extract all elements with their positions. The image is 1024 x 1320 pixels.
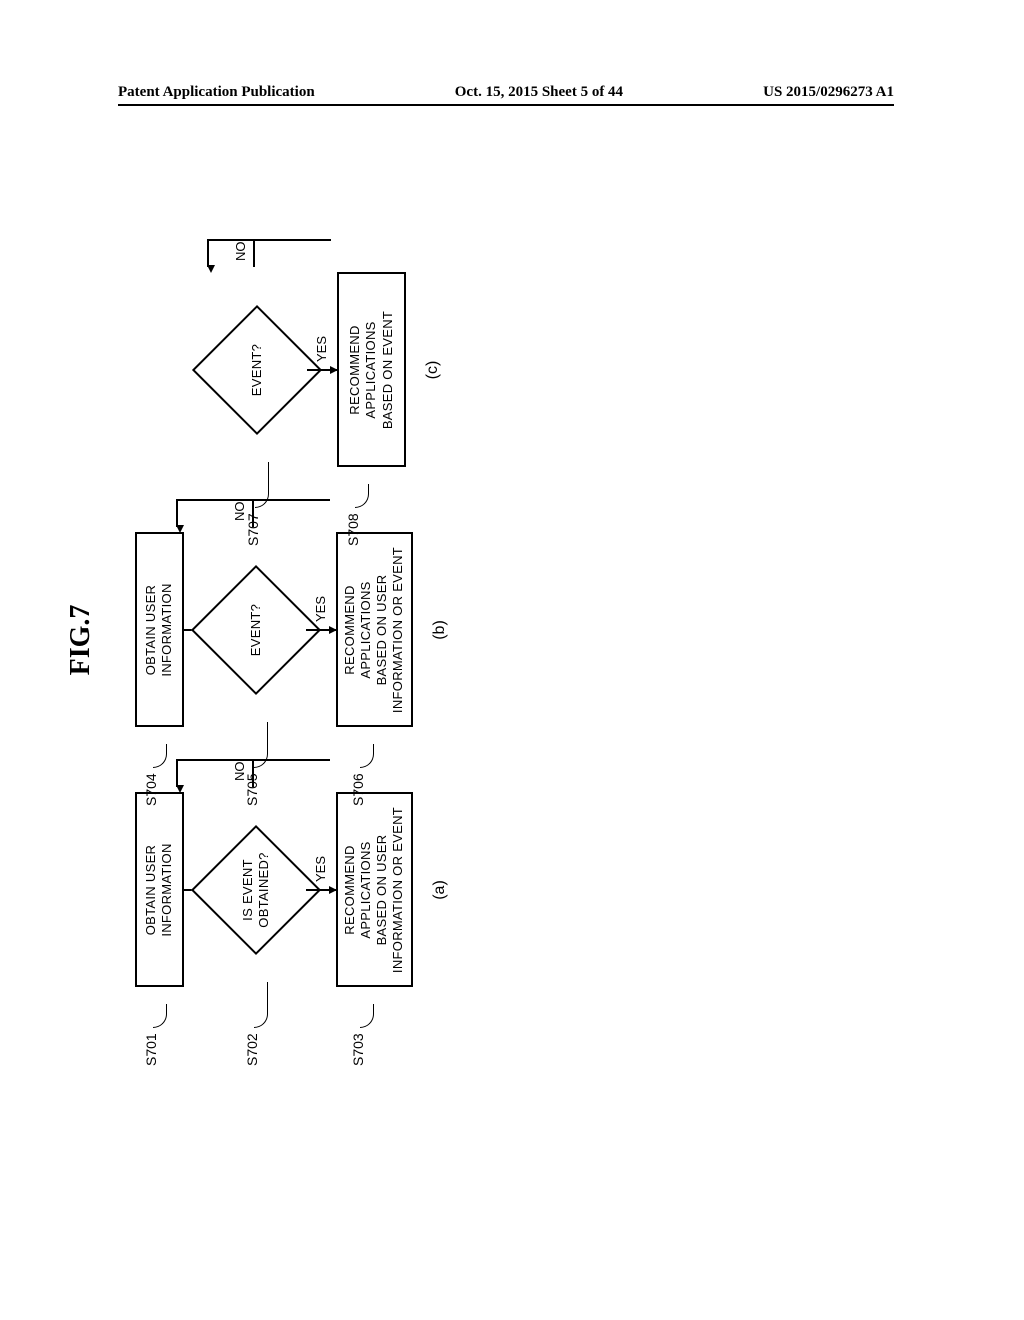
header-center: Oct. 15, 2015 Sheet 5 of 44 xyxy=(455,84,623,101)
yes-label: YES xyxy=(313,856,328,882)
flowchart-b: S704 OBTAIN USERINFORMATION S705 EVENT? … xyxy=(135,510,449,750)
ref-curve xyxy=(360,1004,374,1028)
decision-diamond-s702: IS EVENTOBTAINED? YES NO xyxy=(206,825,306,955)
step-ref-s702: S702 xyxy=(244,1033,260,1066)
figure-area: FIG.7 S701 OBTAIN USERINFORMATION S702 I… xyxy=(55,250,955,1030)
figure-title: FIG.7 xyxy=(65,605,97,676)
arrow-down xyxy=(307,369,337,371)
ref-curve xyxy=(360,744,374,768)
page-header: Patent Application Publication Oct. 15, … xyxy=(118,84,894,106)
sublabel-c: (c) xyxy=(424,250,442,490)
process-box-s706: RECOMMEND APPLICATIONSBASED ON USERINFOR… xyxy=(336,533,413,728)
diamond-label: EVENT? xyxy=(206,565,306,695)
decision-diamond-s707: EVENT? YES NO xyxy=(207,305,307,435)
ref-curve xyxy=(254,982,268,1028)
ref-curve xyxy=(355,484,369,508)
process-box-s701: OBTAIN USERINFORMATION xyxy=(135,793,184,988)
process-box-s704: OBTAIN USERINFORMATION xyxy=(135,533,184,728)
process-box-s703: RECOMMEND APPLICATIONSBASED ON USERINFOR… xyxy=(336,793,413,988)
flowchart-a: S701 OBTAIN USERINFORMATION S702 IS EVEN… xyxy=(135,770,449,1010)
sublabel-b: (b) xyxy=(431,510,449,750)
flowchart-c: S707 EVENT? YES NO S708 RECOMMEND APPLIC… xyxy=(135,250,442,490)
arrow-down xyxy=(306,629,336,631)
process-box-s708: RECOMMEND APPLICATIONSBASED ON EVENT xyxy=(337,273,406,468)
ref-curve xyxy=(254,722,268,768)
decision-diamond-s705: EVENT? YES NO xyxy=(206,565,306,695)
ref-curve xyxy=(153,1004,167,1028)
arrow-down xyxy=(306,889,336,891)
header-right: US 2015/0296273 A1 xyxy=(763,84,894,101)
header-left: Patent Application Publication xyxy=(118,84,315,101)
no-label: NO xyxy=(233,242,248,262)
step-ref-s708: S708 xyxy=(345,513,361,546)
step-ref-s703: S703 xyxy=(350,1033,366,1066)
step-ref-s701: S701 xyxy=(143,1033,159,1066)
step-ref-s706: S706 xyxy=(350,773,366,806)
sublabel-a: (a) xyxy=(431,770,449,1010)
diamond-label: EVENT? xyxy=(207,305,307,435)
step-ref-s707: S707 xyxy=(245,513,261,546)
ref-curve xyxy=(153,744,167,768)
ref-curve xyxy=(255,462,269,508)
step-ref-s705: S705 xyxy=(244,773,260,806)
diamond-label: IS EVENTOBTAINED? xyxy=(206,825,306,955)
yes-label: YES xyxy=(313,596,328,622)
yes-label: YES xyxy=(314,336,329,362)
step-ref-s704: S704 xyxy=(143,773,159,806)
